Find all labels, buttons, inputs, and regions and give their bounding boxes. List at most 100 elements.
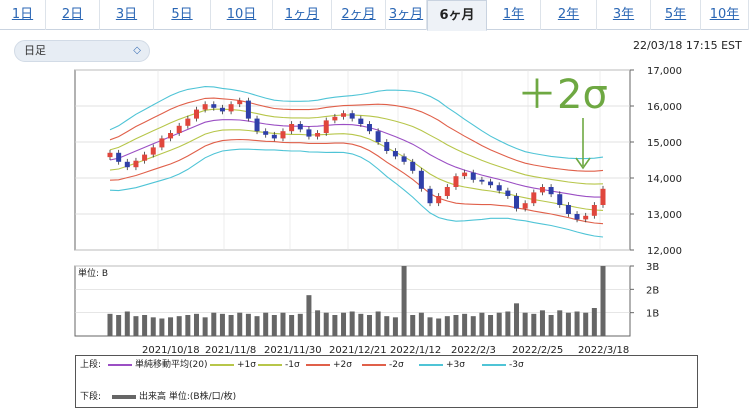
volume-bar (315, 310, 321, 336)
volume-bar (107, 313, 113, 336)
candle-body (124, 161, 130, 168)
volume-bar (297, 313, 303, 336)
tab-7[interactable]: 3ヶ月 (386, 0, 427, 30)
volume-bar (237, 312, 243, 336)
legend-swatch-0 (108, 363, 132, 366)
volume-bar (479, 312, 485, 336)
candle-body (254, 118, 260, 132)
volume-bar (453, 315, 459, 336)
candle-body (410, 161, 416, 171)
tab-12[interactable]: 5年 (651, 0, 701, 30)
candle-body (219, 107, 225, 112)
band-minus1-sigma (109, 129, 604, 211)
volume-bar (583, 312, 589, 336)
candle-body (332, 116, 338, 121)
tab-1[interactable]: 2日 (46, 0, 100, 30)
candle-body (185, 118, 191, 126)
volume-tick-label: 3B (646, 262, 659, 273)
candle-body (315, 133, 321, 137)
candle-body (358, 118, 364, 124)
legend-swatch-1 (210, 363, 234, 366)
candle-body (306, 129, 312, 137)
legend-upper-label: 上段: (80, 360, 102, 370)
timestamp: 22/03/18 17:15 EST (633, 39, 742, 52)
candle-body (392, 151, 398, 157)
tab-6[interactable]: 2ヶ月 (332, 0, 386, 30)
volume-bar (531, 313, 537, 336)
legend-swatch-3 (306, 363, 330, 366)
tab-9[interactable]: 1年 (487, 0, 541, 30)
candle-body (488, 181, 494, 186)
volume-bar (557, 310, 563, 336)
candle-body (150, 147, 156, 155)
candle-body (531, 192, 537, 204)
candle-body (142, 154, 148, 161)
candle-body (384, 142, 390, 151)
candle-body (583, 215, 589, 220)
candle-body (349, 113, 355, 119)
tab-10[interactable]: 2年 (541, 0, 597, 30)
date-tick-label: 2022/1/12 (390, 345, 441, 356)
candle-body (427, 188, 433, 204)
tab-0[interactable]: 1日 (0, 0, 46, 30)
volume-bar (263, 312, 269, 336)
volume-bar (271, 315, 277, 336)
legend-swatch-6 (482, 363, 506, 366)
volume-tick-label: 2B (646, 285, 659, 296)
price-tick-label: 17,000 (647, 66, 682, 77)
tab-5[interactable]: 1ヶ月 (273, 0, 332, 30)
volume-bar (306, 295, 312, 336)
tab-2[interactable]: 3日 (100, 0, 154, 30)
band-plus3-sigma (109, 86, 604, 160)
legend-swatch-4 (362, 363, 386, 366)
volume-bar (366, 315, 372, 336)
legend-item-volume: 出来高 単位:(B株/口/枚) (112, 390, 236, 404)
candle-body (237, 100, 243, 105)
tab-11[interactable]: 3年 (597, 0, 651, 30)
candle-body (444, 187, 450, 196)
date-tick-label: 2021/11/30 (264, 345, 322, 356)
tab-3[interactable]: 5日 (154, 0, 211, 30)
volume-bar (462, 313, 468, 336)
volume-bar (392, 317, 398, 336)
legend-label-2: -1σ (285, 360, 300, 370)
annotation-plus2sigma: ＋2σ (517, 72, 608, 118)
volume-bar (548, 315, 554, 336)
legend-label-0: 単純移動平均(20) (135, 360, 208, 370)
volume-bar (358, 313, 364, 336)
interval-select-value: 日足 (24, 44, 46, 57)
volume-tick-label: 1B (646, 309, 659, 320)
candle-body (341, 113, 347, 117)
candle-body (591, 205, 597, 216)
candle-body (245, 100, 251, 119)
date-tick-label: 2022/2/3 (451, 345, 496, 356)
tab-13[interactable]: 10年 (701, 0, 749, 30)
candle-body (539, 187, 545, 193)
legend-item-0: 単純移動平均(20) (108, 358, 207, 372)
volume-swatch (112, 394, 136, 399)
interval-select[interactable]: 日足 ◇ (14, 40, 150, 62)
date-tick-label: 2021/11/8 (205, 345, 256, 356)
tab-4[interactable]: 10日 (211, 0, 273, 30)
volume-bar (124, 311, 130, 336)
price-plot-frame (74, 69, 631, 251)
volume-bar (539, 310, 545, 336)
price-tick-label: 13,000 (647, 210, 682, 221)
legend-swatch-2 (258, 363, 282, 366)
candle-body (600, 188, 606, 205)
candle-body (557, 194, 563, 205)
volume-bar (522, 312, 528, 336)
legend-item-6: -3σ (482, 358, 524, 372)
volume-bar (349, 311, 355, 336)
candle-body (116, 152, 122, 162)
legend-label-5: +3σ (446, 360, 465, 370)
tab-8[interactable]: 6ヶ月 (427, 0, 487, 31)
period-tab-bar: 1日 2日 3日 5日 10日 1ヶ月 2ヶ月 3ヶ月 6ヶ月 1年 2年 3年 5年 10年 (0, 0, 749, 31)
candle-body (107, 152, 113, 158)
candle-body (193, 109, 199, 119)
volume-bar (332, 315, 338, 336)
price-chart: 17,000 16,000 15,000 14,000 13,000 12,000 ＋2σ 3… (74, 66, 682, 356)
candle-body (375, 131, 381, 142)
candle-body (211, 104, 217, 108)
volume-bar (133, 316, 139, 336)
